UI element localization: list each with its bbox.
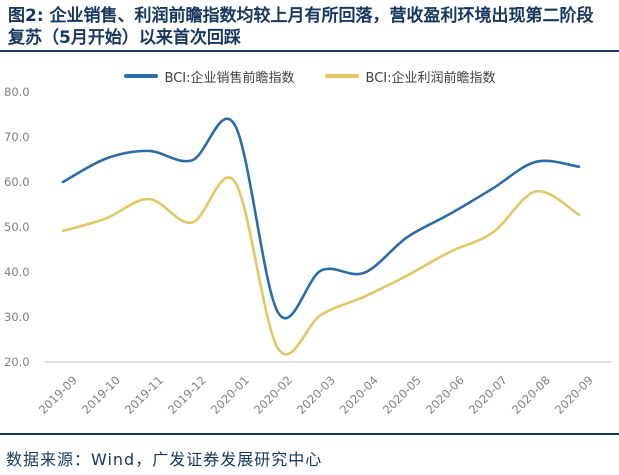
data-source-note: 数据来源：Wind，广发证券发展研究中心 xyxy=(6,450,323,469)
y-tick-label: 20.0 xyxy=(4,355,30,369)
y-tick-label: 60.0 xyxy=(4,175,30,189)
footer-topline xyxy=(0,433,619,435)
profit-line-swatch xyxy=(324,74,359,78)
y-tick-label: 50.0 xyxy=(4,220,30,234)
chart-legend: BCI:企业销售前瞻指数 BCI:企业利润前瞻指数 xyxy=(0,67,619,86)
chart-title: 图2: 企业销售、利润前瞻指数均较上月有所回落，营收盈利环境出现第二阶段复苏（5… xyxy=(8,6,594,48)
legend-label-sales: BCI:企业销售前瞻指数 xyxy=(164,70,295,86)
title-underline xyxy=(0,50,619,52)
sales-line-swatch xyxy=(123,74,158,78)
y-tick-label: 70.0 xyxy=(4,130,30,144)
legend-label-profit: BCI:企业利润前瞻指数 xyxy=(365,70,496,86)
legend-item-sales: BCI:企业销售前瞻指数 xyxy=(123,67,295,86)
y-tick-label: 40.0 xyxy=(4,265,30,279)
y-tick-label: 80.0 xyxy=(4,85,30,99)
profit-index-line xyxy=(61,176,581,356)
y-tick-label: 30.0 xyxy=(4,310,30,324)
legend-item-profit: BCI:企业利润前瞻指数 xyxy=(324,67,496,86)
sales-index-line xyxy=(61,117,581,320)
